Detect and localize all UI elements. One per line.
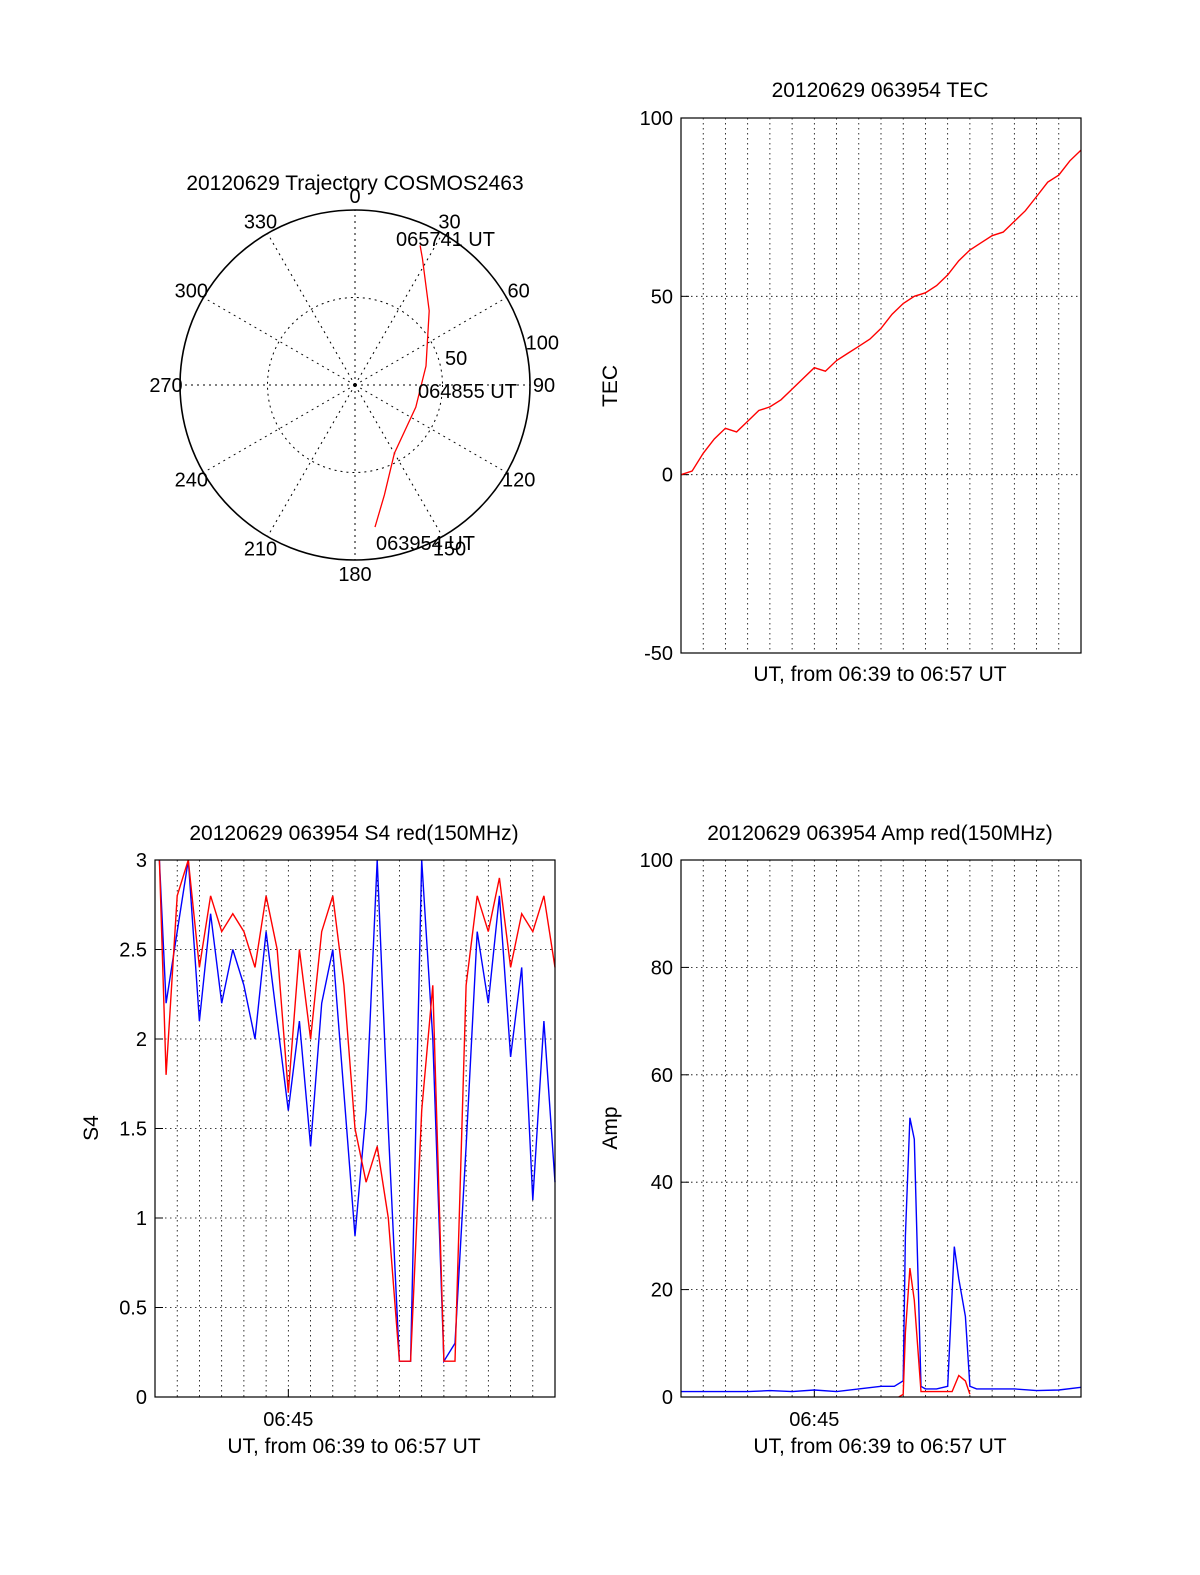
polar-angle-label: 330 — [244, 211, 277, 233]
polar-spoke — [267, 233, 356, 386]
trajectory-polar-plot: 20120629 Trajectory COSMOS2463 0 30 60 90 12… — [149, 172, 559, 586]
s4-plot-frame — [154, 859, 556, 1398]
trajectory-track-line — [374, 245, 430, 528]
s4-x-tick-labels: 06:45 — [263, 1389, 313, 1431]
tec-title: 20120629 063954 TEC — [772, 79, 989, 102]
annotation-start-time: 063954 UT — [376, 533, 475, 555]
polar-radius-label: 100 — [526, 333, 559, 355]
y-tick-label: 100 — [640, 850, 673, 872]
y-tick-label: 50 — [651, 286, 673, 308]
y-tick-label: 2 — [136, 1029, 147, 1051]
amp-grid — [681, 860, 1081, 1397]
polar-angle-label: 120 — [502, 470, 535, 492]
tec-line-chart: 20120629 063954 TEC 100 50 0 -50 UT, from 0… — [599, 79, 1082, 686]
annotation-end-time: 065741 UT — [396, 229, 495, 251]
polar-spoke — [354, 384, 443, 537]
polar-grid — [179, 209, 531, 561]
tec-x-axis-label: UT, from 06:39 to 06:57 UT — [753, 663, 1006, 686]
amp-title: 20120629 063954 Amp red(150MHz) — [707, 822, 1053, 845]
y-tick-label: 60 — [651, 1065, 673, 1087]
y-tick-label: 80 — [651, 957, 673, 979]
series-line-1 — [898, 1268, 971, 1398]
amp-series — [681, 1117, 1082, 1398]
y-tick-label: 1 — [136, 1208, 147, 1230]
y-tick-label: 0 — [136, 1387, 147, 1409]
polar-spoke — [354, 233, 443, 386]
polar-radius-label: 50 — [445, 348, 467, 370]
series-line-0 — [158, 859, 556, 1364]
tec-y-axis-label: TEC — [599, 365, 622, 407]
polar-angle-label: 60 — [508, 281, 530, 303]
y-tick-label: 20 — [651, 1280, 673, 1302]
series-line-1 — [158, 859, 556, 1362]
trajectory-title: 20120629 Trajectory COSMOS2463 — [186, 172, 523, 195]
polar-angle-label: 270 — [149, 375, 182, 397]
amp-y-tick-labels: 100 80 60 40 20 0 — [640, 850, 689, 1409]
s4-series — [158, 859, 556, 1364]
series-line-0 — [681, 1117, 1082, 1393]
polar-angle-label: 30 — [438, 211, 460, 233]
y-tick-label: 3 — [136, 850, 147, 872]
polar-spoke — [203, 384, 356, 473]
polar-spoke — [354, 384, 507, 473]
polar-angle-label: 90 — [533, 375, 555, 397]
polar-radius-labels: 50 100 — [445, 333, 559, 370]
amp-plot-frame — [680, 859, 1082, 1398]
annotation-mid-time: 064855 UT — [418, 381, 517, 403]
polar-angle-label: 240 — [175, 470, 208, 492]
amp-line-chart: 20120629 063954 Amp red(150MHz) 100 80 60 4… — [599, 822, 1082, 1458]
y-tick-label: 100 — [640, 108, 673, 130]
y-tick-label: 0 — [662, 1387, 673, 1409]
polar-spoke — [203, 297, 356, 386]
polar-angle-labels: 0 30 60 90 120 150 180 210 240 270 300 330 — [149, 186, 555, 586]
polar-angle-label: 210 — [244, 539, 277, 561]
amp-x-axis-label: UT, from 06:39 to 06:57 UT — [753, 1435, 1006, 1458]
tec-plot-frame — [680, 117, 1082, 654]
polar-angle-label: 150 — [433, 539, 466, 561]
polar-angle-label: 0 — [349, 186, 360, 208]
polar-spoke — [267, 384, 356, 537]
s4-y-axis-label: S4 — [80, 1115, 103, 1141]
x-tick-label: 06:45 — [789, 1409, 839, 1431]
polar-inner-circle — [267, 297, 443, 473]
y-tick-label: 0 — [662, 465, 673, 487]
y-tick-label: -50 — [644, 643, 673, 665]
polar-spoke — [354, 297, 507, 386]
amp-x-tick-labels: 06:45 — [789, 1389, 839, 1431]
s4-y-tick-labels: 3 2.5 2 1.5 1 0.5 0 — [119, 850, 163, 1409]
s4-x-axis-label: UT, from 06:39 to 06:57 UT — [227, 1435, 480, 1458]
y-tick-label: 2.5 — [119, 940, 147, 962]
y-tick-label: 0.5 — [119, 1298, 147, 1320]
amp-y-axis-label: Amp — [599, 1106, 622, 1149]
polar-angle-label: 180 — [338, 564, 371, 586]
s4-line-chart: 20120629 063954 S4 red(150MHz) 3 2.5 2 1.5 1… — [80, 822, 556, 1458]
y-tick-label: 1.5 — [119, 1119, 147, 1141]
tec-series — [680, 149, 1082, 476]
s4-title: 20120629 063954 S4 red(150MHz) — [189, 822, 518, 845]
tec-grid — [681, 118, 1081, 653]
y-tick-label: 40 — [651, 1172, 673, 1194]
series-line-0 — [680, 149, 1082, 476]
x-tick-label: 06:45 — [263, 1409, 313, 1431]
polar-angle-label: 300 — [175, 281, 208, 303]
